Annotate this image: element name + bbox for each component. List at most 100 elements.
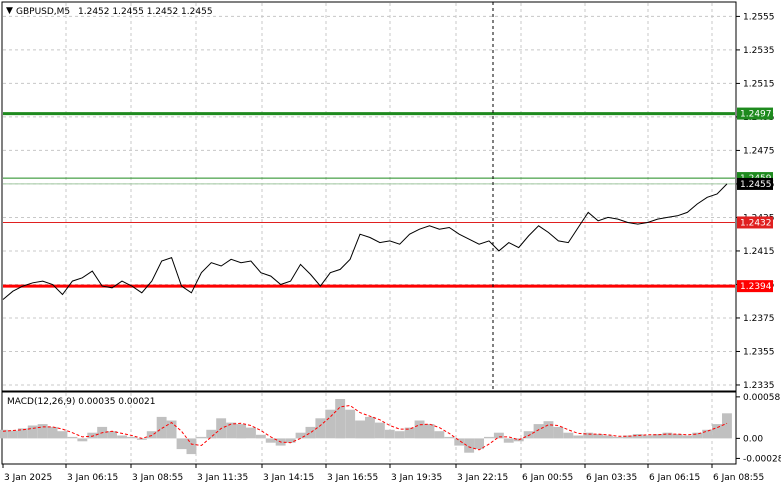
price-pane[interactable]	[1, 1, 737, 392]
macd-bar	[464, 438, 475, 453]
macd-bar	[166, 420, 177, 439]
macd-bar	[374, 422, 385, 439]
macd-bar	[533, 424, 544, 439]
time-label: 3 Jan 2025	[4, 473, 52, 483]
price-grid	[3, 3, 735, 390]
time-axis[interactable]: 3 Jan 2025 3 Jan 06:15 3 Jan 08:55 3 Jan 11…	[2, 464, 764, 483]
current-price-label: 1.2455	[740, 180, 772, 190]
macd-bar	[692, 432, 703, 439]
macd-bar	[127, 436, 137, 439]
time-label: 6 Jan 03:35	[586, 473, 637, 483]
time-label: 6 Jan 00:55	[522, 473, 573, 483]
level-1-2394-tag	[737, 280, 773, 293]
price-label: 1.2535	[743, 46, 775, 56]
macd-bar	[246, 427, 256, 439]
macd-bar	[355, 420, 365, 439]
macd-bar	[583, 432, 594, 439]
macd-tick-label: -0.00028	[743, 454, 781, 464]
macd-bar	[57, 431, 68, 439]
macd-bar	[474, 438, 484, 450]
macd-bar	[0, 429, 8, 439]
macd-bar	[146, 431, 157, 439]
macd-bar	[543, 421, 554, 439]
price-label: 1.2415	[743, 247, 775, 257]
time-label: 3 Jan 16:55	[327, 473, 378, 483]
macd-bar	[77, 438, 88, 442]
macd-bar	[156, 416, 167, 439]
macd-bar	[612, 436, 623, 439]
macd-bar	[404, 427, 415, 439]
time-label: 3 Jan 08:55	[132, 473, 183, 483]
macd-bar	[503, 438, 514, 443]
macd-bar	[652, 434, 663, 439]
macd-bar	[702, 429, 713, 439]
price-series-line	[2, 183, 728, 300]
macd-bar	[186, 438, 197, 455]
macd-signal-line	[2, 404, 728, 451]
macd-bar	[434, 431, 445, 439]
level-1-2394-tag-label: 1.2394	[740, 282, 772, 292]
macd-bar	[523, 431, 534, 439]
macd-bar	[573, 435, 584, 439]
macd-bar	[37, 424, 48, 439]
macd-bar	[27, 425, 38, 439]
macd-bar	[226, 422, 237, 439]
macd-bar	[117, 435, 127, 439]
macd-bar	[722, 413, 732, 439]
macd-bar	[315, 418, 326, 439]
macd-bar	[424, 424, 435, 439]
time-label: 6 Jan 06:15	[649, 473, 700, 483]
ohlc-readout: 1.2452 1.2455 1.2452 1.2455	[78, 7, 213, 17]
macd-bar	[682, 435, 693, 439]
macd-bar	[593, 434, 603, 439]
time-label: 3 Jan 14:15	[263, 473, 314, 483]
macd-bar	[87, 432, 98, 439]
macd-bar	[642, 435, 653, 439]
time-label: 3 Jan 19:35	[391, 473, 442, 483]
level-1-2497-tag-label: 1.2497	[740, 110, 772, 120]
macd-bar	[196, 436, 207, 439]
macd-bar	[672, 434, 683, 439]
price-axis[interactable]: 1.25551.25351.25151.24951.24751.24551.24…	[736, 12, 775, 391]
macd-bar	[603, 435, 613, 439]
macd-bar	[17, 428, 28, 439]
macd-tick-label: 0.00	[743, 434, 763, 444]
level-lines[interactable]	[3, 112, 735, 288]
level-1-2432-tag-label: 1.2432	[740, 218, 772, 228]
macd-bar	[67, 436, 78, 439]
macd-bar	[712, 424, 722, 439]
level-1-2432-tag	[737, 216, 773, 229]
price-label: 1.2375	[743, 314, 775, 324]
macd-bar	[384, 429, 395, 439]
macd-bar	[255, 434, 266, 439]
macd-axis[interactable]: 0.00058 0.00 -0.00028	[736, 393, 781, 465]
macd-bar	[236, 424, 246, 439]
macd-bar	[484, 436, 494, 439]
collapse-arrow-icon[interactable]: ▼	[6, 6, 13, 16]
macd-bar	[632, 434, 643, 439]
macd-bar	[325, 409, 336, 439]
time-label: 3 Jan 22:15	[457, 473, 508, 483]
price-label: 1.2475	[743, 146, 775, 156]
macd-bar	[8, 430, 18, 439]
macd-label: MACD(12,26,9) 0.00035 0.00021	[7, 397, 156, 407]
macd-bar	[622, 435, 633, 439]
time-label: 6 Jan 08:55	[713, 473, 764, 483]
price-label: 1.2515	[743, 79, 775, 89]
macd-bar	[295, 432, 306, 439]
macd-bar	[493, 432, 504, 439]
macd-bar	[107, 431, 117, 439]
symbol-label: GBPUSD,M5	[16, 7, 70, 17]
level-1-2497-tag	[737, 107, 773, 120]
macd-bar	[394, 431, 405, 439]
macd-bar	[285, 438, 296, 443]
price-label: 1.2335	[743, 381, 775, 391]
macd-bar	[176, 438, 187, 450]
macd-bar	[136, 438, 147, 440]
macd-bar	[662, 432, 673, 439]
macd-bar	[47, 426, 58, 439]
macd-bar	[553, 426, 564, 439]
macd-bar	[444, 436, 455, 439]
